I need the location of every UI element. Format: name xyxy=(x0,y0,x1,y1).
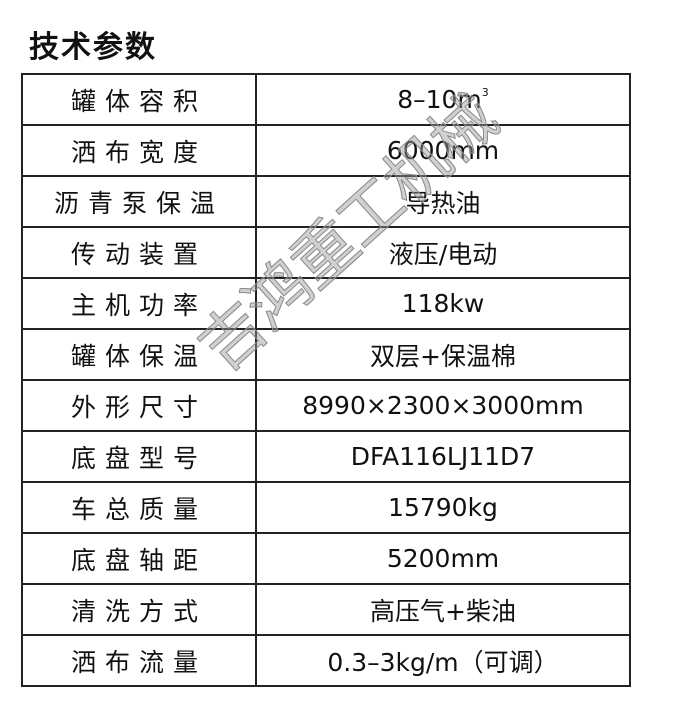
table-row: 洒布宽度 6000mm xyxy=(21,124,631,177)
param-value: 8990×2300×3000mm xyxy=(255,379,631,432)
table-row: 罐体容积 8–10m3 xyxy=(21,73,631,126)
table-row: 底盘型号 DFA116LJ11D7 xyxy=(21,430,631,483)
param-value: 高压气+柴油 xyxy=(255,583,631,636)
superscript: 3 xyxy=(481,86,489,99)
value-text: 导热油 xyxy=(405,188,481,218)
param-value: 导热油 xyxy=(255,175,631,228)
table-row: 底盘轴距 5200mm xyxy=(21,532,631,585)
value-text: 8–10m xyxy=(397,85,482,114)
value-text: 液压/电动 xyxy=(388,239,498,269)
table-row: 罐体保温 双层+保温棉 xyxy=(21,328,631,381)
param-label: 罐体保温 xyxy=(21,328,257,381)
table-row: 车总质量 15790kg xyxy=(21,481,631,534)
table-row: 清洗方式 高压气+柴油 xyxy=(21,583,631,636)
param-label: 清洗方式 xyxy=(21,583,257,636)
value-text: 双层+保温棉 xyxy=(370,341,516,371)
param-label: 底盘型号 xyxy=(21,430,257,483)
value-text: 高压气+柴油 xyxy=(370,596,516,626)
param-value: 8–10m3 xyxy=(255,73,631,126)
param-label: 洒布流量 xyxy=(21,634,257,687)
param-value: 0.3–3kg/m（可调） xyxy=(255,634,631,687)
value-text: 6000mm xyxy=(386,136,500,165)
param-value: 双层+保温棉 xyxy=(255,328,631,381)
value-text: 8990×2300×3000mm xyxy=(302,391,584,420)
table-row: 外形尺寸 8990×2300×3000mm xyxy=(21,379,631,432)
param-value: 15790kg xyxy=(255,481,631,534)
param-label: 车总质量 xyxy=(21,481,257,534)
table-row: 传动装置 液压/电动 xyxy=(21,226,631,279)
param-label: 洒布宽度 xyxy=(21,124,257,177)
table-row: 主机功率 118kw xyxy=(21,277,631,330)
param-value: 5200mm xyxy=(255,532,631,585)
param-value: 118kw xyxy=(255,277,631,330)
param-value: 6000mm xyxy=(255,124,631,177)
param-label: 沥青泵保温 xyxy=(21,175,257,228)
param-label: 外形尺寸 xyxy=(21,379,257,432)
param-label: 传动装置 xyxy=(21,226,257,279)
param-label: 罐体容积 xyxy=(21,73,257,126)
page-title: 技术参数 xyxy=(29,30,157,65)
param-label: 底盘轴距 xyxy=(21,532,257,585)
param-label: 主机功率 xyxy=(21,277,257,330)
param-value: 液压/电动 xyxy=(255,226,631,279)
spec-table: 罐体容积 8–10m3 洒布宽度 6000mm 沥青泵保温 导热油 传动装置 液压/电动 主机功… xyxy=(21,73,631,687)
value-text: 118kw xyxy=(401,289,485,318)
table-row: 洒布流量 0.3–3kg/m（可调） xyxy=(21,634,631,687)
table-row: 沥青泵保温 导热油 xyxy=(21,175,631,228)
value-text: 5200mm xyxy=(386,544,500,573)
value-text: 0.3–3kg/m（可调） xyxy=(327,647,559,677)
value-text: 15790kg xyxy=(388,493,498,522)
value-text: DFA116LJ11D7 xyxy=(350,442,536,471)
param-value: DFA116LJ11D7 xyxy=(255,430,631,483)
